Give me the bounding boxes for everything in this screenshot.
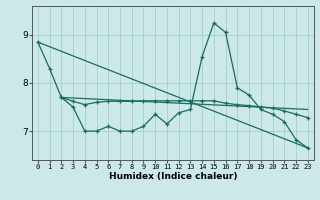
X-axis label: Humidex (Indice chaleur): Humidex (Indice chaleur) — [108, 172, 237, 181]
